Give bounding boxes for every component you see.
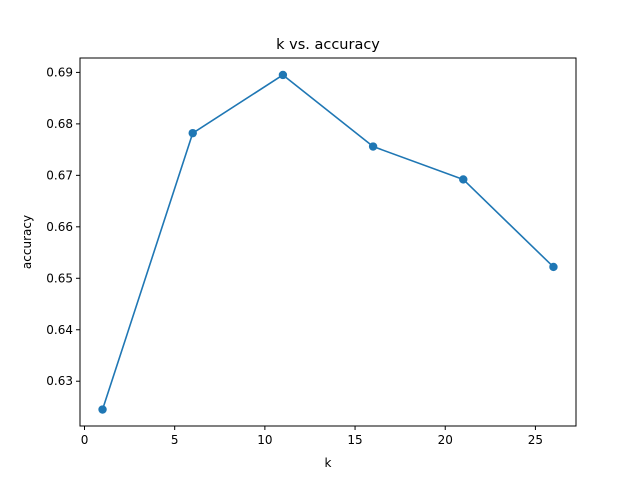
data-point — [98, 405, 107, 414]
y-tick-label: 0.64 — [46, 323, 73, 337]
x-axis-label: k — [325, 456, 332, 470]
y-tick-label: 0.63 — [46, 374, 73, 388]
y-tick-label: 0.68 — [46, 117, 73, 131]
y-tick-label: 0.66 — [46, 220, 73, 234]
chart-title: k vs. accuracy — [276, 37, 380, 53]
x-tick-label: 5 — [171, 433, 179, 447]
y-tick-label: 0.67 — [46, 168, 73, 182]
data-point — [368, 142, 378, 151]
series-line — [101, 74, 555, 410]
axes-frame — [79, 57, 577, 427]
x-tick-label: 0 — [81, 433, 89, 447]
x-tick-label: 15 — [347, 433, 362, 447]
x-tick-label: 25 — [528, 433, 543, 447]
y-axis-label: accuracy — [20, 215, 34, 269]
data-point — [459, 175, 468, 184]
y-tick-label: 0.65 — [46, 271, 73, 285]
plot-area: 0 5 10 15 20 25 0.63 0.64 0.65 0.66 0.67 0.68 0.69 — [46, 57, 577, 447]
x-tick-label: 10 — [257, 433, 272, 447]
y-tick-label: 0.69 — [46, 65, 73, 79]
x-tick-label: 20 — [438, 433, 453, 447]
data-point — [188, 128, 197, 138]
data-point — [549, 262, 558, 272]
data-point — [278, 70, 288, 80]
